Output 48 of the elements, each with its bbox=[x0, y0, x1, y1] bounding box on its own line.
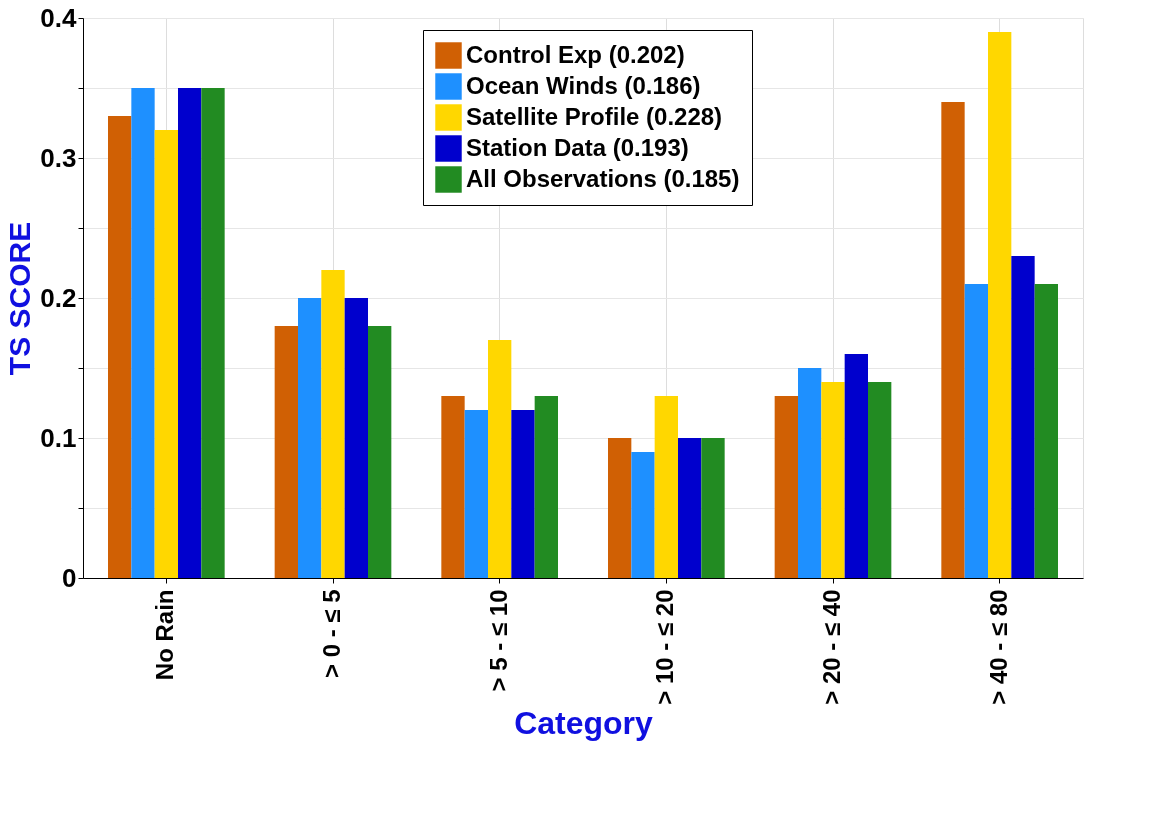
bar bbox=[368, 326, 392, 578]
bar bbox=[678, 438, 702, 578]
y-tick-label: 0.4 bbox=[40, 2, 78, 33]
bar bbox=[798, 368, 822, 578]
y-axis-title: TS SCORE bbox=[3, 221, 37, 376]
y-tick-label: 0.2 bbox=[40, 282, 77, 313]
legend-label: Ocean Winds (0.186) bbox=[466, 71, 701, 99]
bar bbox=[201, 88, 225, 578]
x-tick-label: > 0 - ≤ 5 bbox=[318, 589, 345, 679]
y-tick-label: 0.3 bbox=[40, 142, 77, 173]
bar bbox=[631, 452, 655, 578]
legend-label: Station Data (0.193) bbox=[466, 133, 689, 161]
bar bbox=[344, 298, 368, 578]
bar bbox=[964, 284, 988, 578]
bar bbox=[701, 438, 725, 578]
legend-label: All Observations (0.185) bbox=[466, 164, 740, 192]
bar bbox=[988, 32, 1012, 578]
bar bbox=[108, 116, 132, 578]
bar bbox=[178, 88, 202, 578]
bar bbox=[464, 410, 488, 578]
bar bbox=[868, 382, 892, 578]
x-tick-label: > 10 - ≤ 20 bbox=[651, 589, 679, 705]
bar bbox=[1011, 256, 1035, 578]
legend-label: Control Exp (0.202) bbox=[466, 40, 685, 68]
bar bbox=[321, 270, 345, 578]
bar bbox=[274, 326, 298, 578]
bar bbox=[154, 130, 178, 578]
x-tick-label: > 40 - ≤ 80 bbox=[984, 589, 1012, 705]
x-axis-title: Category bbox=[514, 704, 654, 741]
bar bbox=[534, 396, 558, 578]
bar bbox=[821, 382, 845, 578]
x-tick-label: > 20 - ≤ 40 bbox=[818, 589, 845, 705]
bar bbox=[488, 340, 512, 578]
bar bbox=[774, 396, 798, 578]
y-tick-label: 0.1 bbox=[40, 422, 77, 453]
legend-label: Satellite Profile (0.228) bbox=[466, 102, 723, 130]
bar bbox=[131, 88, 155, 578]
bar bbox=[941, 102, 965, 578]
bar bbox=[1034, 284, 1058, 578]
y-tick-label: 0 bbox=[62, 562, 77, 593]
bar bbox=[511, 410, 535, 578]
x-tick-label: No Rain bbox=[151, 589, 179, 681]
bar bbox=[844, 354, 868, 578]
bar bbox=[441, 396, 465, 578]
x-tick-label: > 5 - ≤ 10 bbox=[484, 589, 512, 692]
bar bbox=[298, 298, 322, 578]
bar bbox=[608, 438, 632, 578]
bar bbox=[654, 396, 678, 578]
